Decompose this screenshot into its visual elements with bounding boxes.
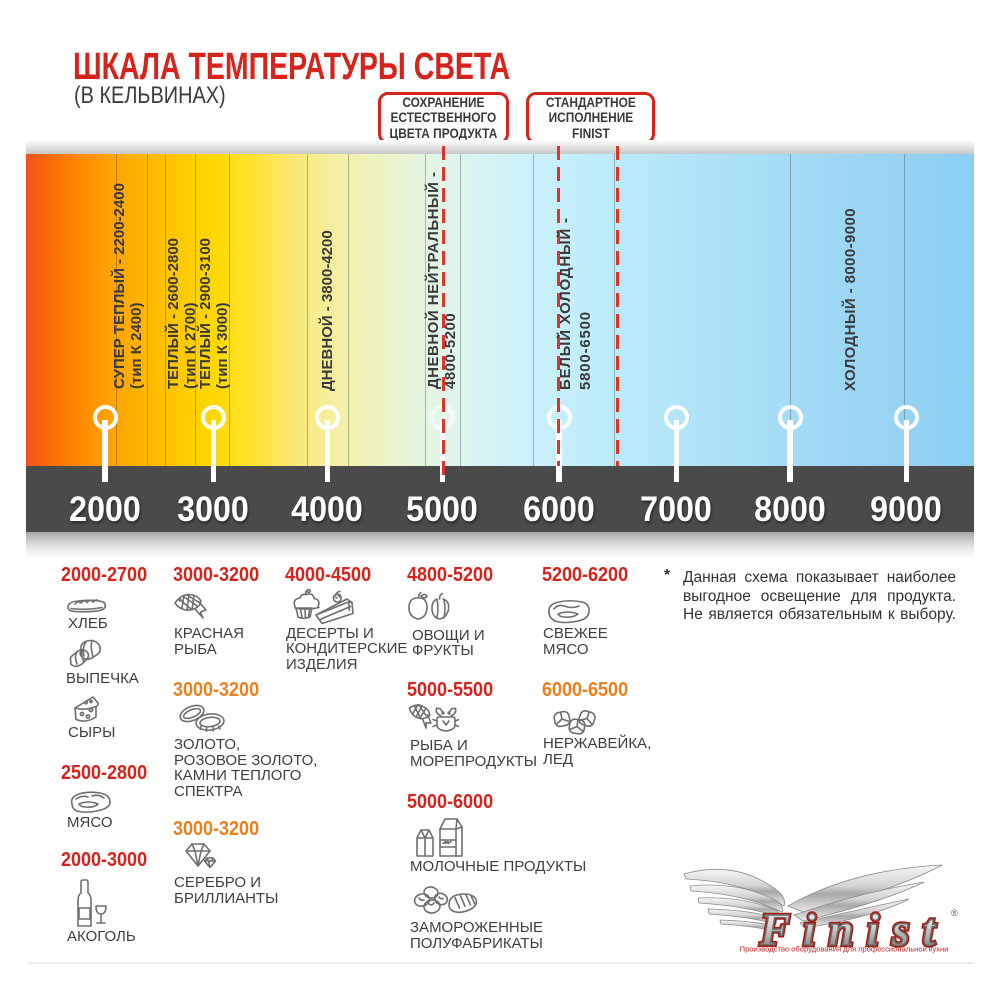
svg-text:®: ® xyxy=(951,908,958,918)
svg-text:Finist: Finist xyxy=(759,905,948,955)
svg-text:Производство оборудования для: Производство оборудования для профессион… xyxy=(740,945,949,954)
svg-text:Finist: Finist xyxy=(759,905,948,955)
